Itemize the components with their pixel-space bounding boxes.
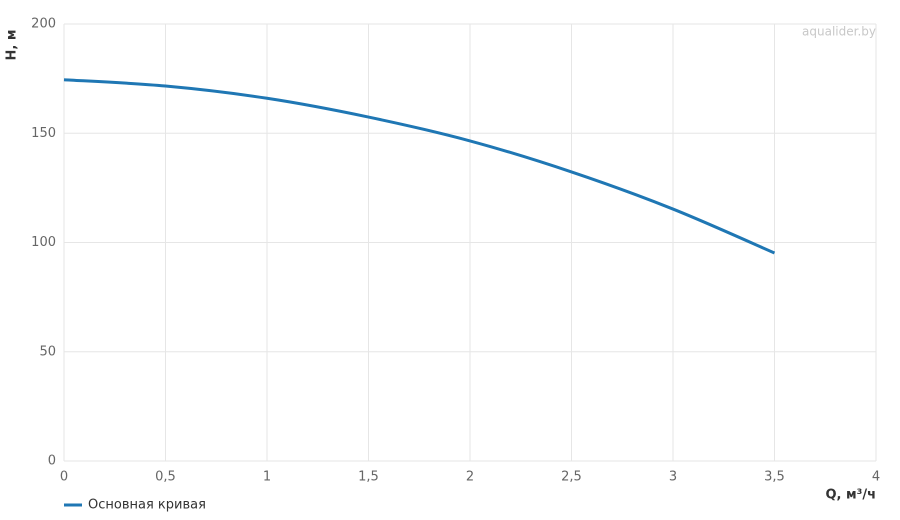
x-tick-label: 3 — [669, 470, 677, 485]
y-tick-label: 50 — [39, 344, 56, 359]
x-tick-label: 0 — [60, 470, 68, 485]
y-tick-label: 100 — [31, 235, 56, 250]
x-tick-label: 3,5 — [764, 470, 785, 485]
x-tick-label: 4 — [872, 470, 880, 485]
legend-label: Основная кривая — [88, 498, 206, 513]
y-tick-label: 200 — [31, 17, 56, 32]
x-tick-label: 2,5 — [561, 470, 582, 485]
x-tick-label: 2 — [466, 470, 474, 485]
x-tick-label: 0,5 — [155, 470, 176, 485]
y-axis-title: H, м — [5, 30, 20, 61]
x-tick-label: 1,5 — [358, 470, 379, 485]
y-tick-label: 0 — [48, 454, 56, 469]
x-tick-label: 1 — [263, 470, 271, 485]
curve — [63, 78, 776, 255]
x-axis-title: Q, м³/ч — [825, 488, 876, 503]
y-tick-label: 150 — [31, 126, 56, 141]
watermark: aqualider.by — [802, 25, 876, 39]
